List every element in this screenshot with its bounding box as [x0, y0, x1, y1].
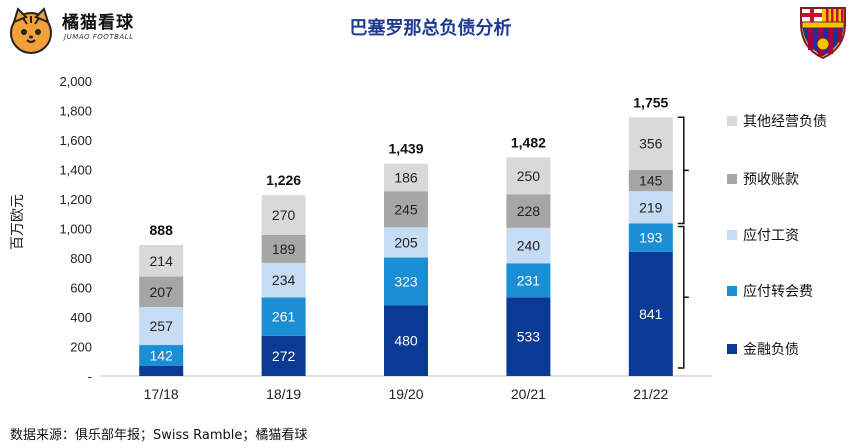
y-tick-label: 1,800 — [59, 104, 92, 119]
data-label: 189 — [272, 241, 296, 257]
data-label: 142 — [150, 347, 174, 363]
y-tick-label: - — [88, 369, 92, 384]
y-tick-label: 1,200 — [59, 192, 92, 207]
y-tick-label: 1,600 — [59, 133, 92, 148]
data-label: 841 — [639, 306, 663, 322]
y-tick-label: 2,000 — [59, 74, 92, 89]
y-tick-label: 800 — [70, 251, 92, 266]
y-tick-label: 400 — [70, 310, 92, 325]
chart-title: 巴塞罗那总负债分析 — [349, 18, 512, 39]
bar-segment — [139, 365, 184, 376]
data-label: 250 — [517, 168, 541, 184]
total-label: 888 — [150, 222, 174, 238]
operating-liabilities-bracket — [677, 116, 689, 225]
legend-swatch — [727, 344, 737, 354]
bar-segment — [628, 223, 673, 252]
legend-swatch — [727, 230, 737, 240]
bar-segment — [384, 227, 428, 258]
source-note: 数据来源：俱乐部年报；Swiss Ramble；橘猫看球 — [10, 428, 308, 443]
data-label: 245 — [394, 201, 418, 217]
bar-segment — [384, 191, 428, 228]
bar-segment — [628, 251, 673, 376]
data-label: 214 — [150, 253, 174, 269]
bar-segment — [506, 227, 551, 264]
header: 橘猫看球 JUMAO FOOTBALL 巴塞罗那总负债分析 — [0, 0, 861, 62]
data-label: 257 — [150, 318, 174, 334]
fc-barcelona-crest-icon — [800, 7, 846, 60]
bar-segment — [506, 263, 551, 298]
bar-segment — [628, 169, 673, 192]
data-label: 272 — [272, 348, 296, 364]
data-label: 231 — [517, 272, 541, 288]
total-label: 1,226 — [266, 172, 301, 188]
legend-label: 应付转会费 — [743, 283, 813, 300]
orange-cat-logo-icon — [10, 7, 52, 54]
x-tick-label: 21/22 — [633, 386, 668, 402]
y-tick-label: 1,400 — [59, 163, 92, 178]
legend-swatch — [727, 116, 737, 126]
y-tick-label: 600 — [70, 281, 92, 296]
data-label: 234 — [272, 272, 296, 288]
bar-segment — [139, 276, 184, 308]
financial-liabilities-bracket — [677, 225, 689, 369]
data-label: 356 — [639, 136, 663, 152]
data-label: 240 — [517, 238, 541, 254]
y-axis-label: 百万欧元 — [10, 194, 26, 250]
bar-segment — [506, 194, 551, 228]
data-label: 228 — [517, 203, 541, 219]
data-label: 145 — [639, 172, 663, 188]
bar-segment — [506, 157, 551, 195]
x-tick-label: 17/18 — [144, 386, 179, 402]
bar-segment — [628, 191, 673, 224]
x-tick-label: 20/21 — [511, 386, 546, 402]
data-label: 261 — [272, 309, 296, 325]
bar-segment — [384, 257, 428, 306]
total-label: 1,482 — [511, 134, 546, 150]
brand-subtitle: JUMAO FOOTBALL — [64, 33, 134, 41]
bar-segment — [506, 297, 551, 376]
data-label: 207 — [150, 284, 174, 300]
total-label: 1,439 — [388, 141, 423, 157]
legend-label: 预收账款 — [743, 172, 799, 188]
brand-name: 橘猫看球 — [62, 13, 134, 33]
data-label: 323 — [394, 273, 418, 289]
bar-segment — [384, 305, 428, 376]
bar-segment — [139, 245, 184, 277]
bar-segment — [261, 195, 306, 235]
data-label: 270 — [272, 207, 296, 223]
bar-segment — [261, 335, 306, 376]
y-tick-label: 1,000 — [59, 222, 92, 237]
stacked-bar-chart: 百万欧元 - 200 400 600 800 1,000 1,200 1,400 1,600 1,8… — [10, 74, 827, 402]
x-tick-label: 19/20 — [388, 386, 423, 402]
bar-segment — [139, 307, 184, 346]
total-label: 1,755 — [633, 94, 668, 110]
data-label: 480 — [394, 333, 418, 349]
data-label: 193 — [639, 230, 663, 246]
legend-swatch — [727, 174, 737, 184]
legend-label: 应付工资 — [743, 227, 799, 244]
legend-label: 金融负债 — [743, 342, 799, 358]
legend-label: 其他经营负债 — [743, 114, 827, 130]
y-tick-label: 200 — [70, 340, 92, 355]
bar-segment — [139, 345, 184, 366]
bar-segment — [628, 117, 673, 170]
bar-segment — [261, 297, 306, 336]
data-label: 205 — [394, 234, 418, 250]
data-label: 533 — [517, 329, 541, 345]
data-label: 219 — [639, 199, 663, 215]
legend-swatch — [727, 286, 737, 296]
bar-segment — [261, 234, 306, 263]
bar-segment — [384, 163, 428, 192]
data-label: 186 — [394, 169, 418, 185]
bar-segment — [261, 262, 306, 298]
x-tick-label: 18/19 — [266, 386, 301, 402]
